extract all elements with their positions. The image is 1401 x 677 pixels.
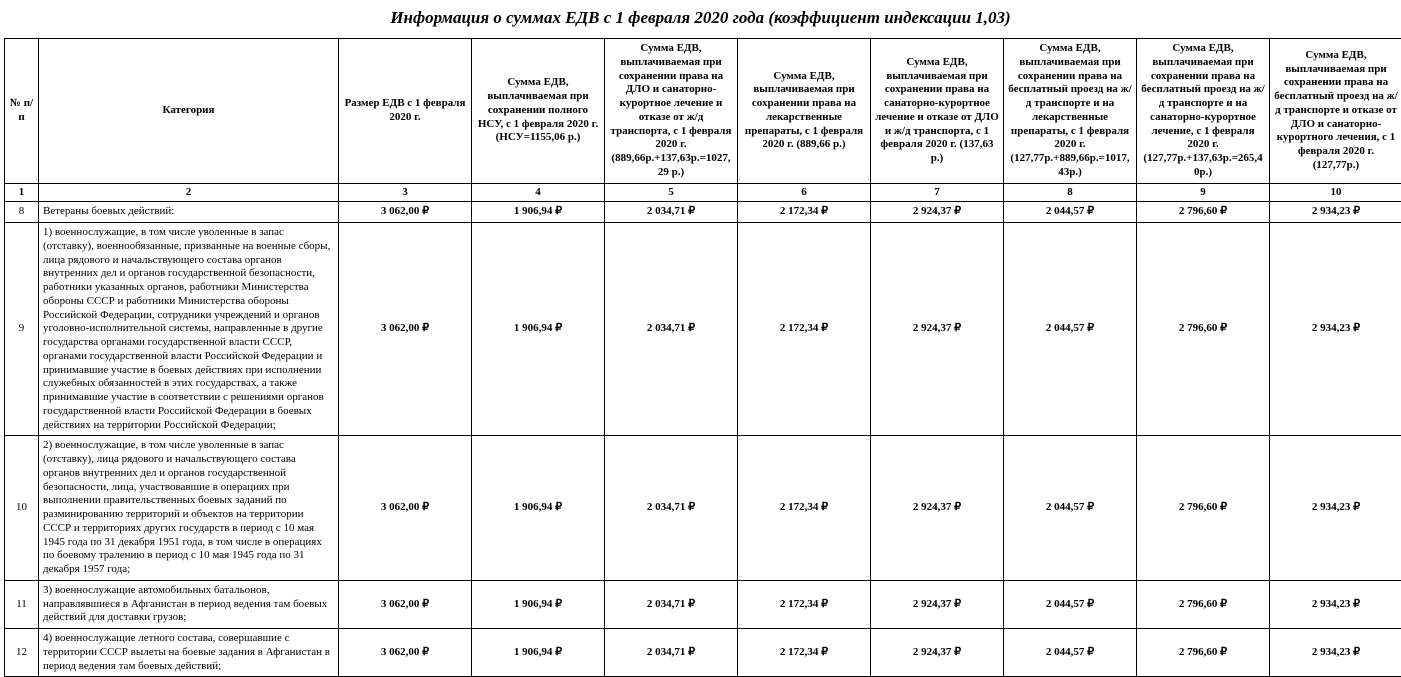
- cell-value: 2 044,57 ₽: [1004, 223, 1137, 436]
- table-row: 10 2) военнослужащие, в том числе уволен…: [5, 436, 1401, 581]
- cell-value: 2 934,23 ₽: [1270, 202, 1401, 223]
- row-index: 10: [5, 436, 39, 581]
- col-header-8: Сумма ЕДВ, выплачиваемая при сохранении …: [1004, 39, 1137, 184]
- cell-value: 3 062,00 ₽: [339, 223, 472, 436]
- col-header-3: Размер ЕДВ с 1 февраля 2020 г.: [339, 39, 472, 184]
- cell-value: 1 906,94 ₽: [472, 223, 605, 436]
- row-category: 3) военнослужащие автомобильных батальон…: [39, 580, 339, 628]
- row-index: 8: [5, 202, 39, 223]
- row-index: 12: [5, 629, 39, 677]
- cell-value: 3 062,00 ₽: [339, 580, 472, 628]
- colnum: 1: [5, 183, 39, 202]
- table-row: 8 Ветераны боевых действий: 3 062,00 ₽ 1…: [5, 202, 1401, 223]
- cell-value: 2 044,57 ₽: [1004, 629, 1137, 677]
- col-header-7: Сумма ЕДВ, выплачиваемая при сохранении …: [871, 39, 1004, 184]
- col-header-6: Сумма ЕДВ, выплачиваемая при сохранении …: [738, 39, 871, 184]
- cell-value: 2 034,71 ₽: [605, 223, 738, 436]
- cell-value: 2 172,34 ₽: [738, 223, 871, 436]
- cell-value: 2 924,37 ₽: [871, 223, 1004, 436]
- cell-value: 2 172,34 ₽: [738, 436, 871, 581]
- cell-value: 1 906,94 ₽: [472, 629, 605, 677]
- colnum: 7: [871, 183, 1004, 202]
- col-header-category: Категория: [39, 39, 339, 184]
- table-row: 9 1) военнослужащие, в том числе уволенн…: [5, 223, 1401, 436]
- cell-value: 3 062,00 ₽: [339, 202, 472, 223]
- cell-value: 3 062,00 ₽: [339, 629, 472, 677]
- cell-value: 1 906,94 ₽: [472, 202, 605, 223]
- cell-value: 2 044,57 ₽: [1004, 436, 1137, 581]
- header-row: № п/п Категория Размер ЕДВ с 1 февраля 2…: [5, 39, 1401, 184]
- cell-value: 2 934,23 ₽: [1270, 629, 1401, 677]
- row-index: 9: [5, 223, 39, 436]
- cell-value: 3 062,00 ₽: [339, 436, 472, 581]
- cell-value: 2 172,34 ₽: [738, 629, 871, 677]
- cell-value: 2 796,60 ₽: [1137, 629, 1270, 677]
- col-header-5: Сумма ЕДВ, выплачиваемая при сохранении …: [605, 39, 738, 184]
- cell-value: 2 044,57 ₽: [1004, 202, 1137, 223]
- row-category: 2) военнослужащие, в том числе уволенные…: [39, 436, 339, 581]
- colnum: 4: [472, 183, 605, 202]
- cell-value: 2 044,57 ₽: [1004, 580, 1137, 628]
- cell-value: 2 034,71 ₽: [605, 629, 738, 677]
- cell-value: 2 934,23 ₽: [1270, 223, 1401, 436]
- cell-value: 2 924,37 ₽: [871, 202, 1004, 223]
- cell-value: 1 906,94 ₽: [472, 580, 605, 628]
- colnum: 10: [1270, 183, 1401, 202]
- table-row: 11 3) военнослужащие автомобильных батал…: [5, 580, 1401, 628]
- row-category: Ветераны боевых действий:: [39, 202, 339, 223]
- colnum: 9: [1137, 183, 1270, 202]
- cell-value: 2 796,60 ₽: [1137, 202, 1270, 223]
- page-title: Информация о суммах ЕДВ с 1 февраля 2020…: [4, 8, 1397, 28]
- cell-value: 2 034,71 ₽: [605, 580, 738, 628]
- col-header-10: Сумма ЕДВ, выплачиваемая при сохранении …: [1270, 39, 1401, 184]
- colnum: 2: [39, 183, 339, 202]
- cell-value: 2 796,60 ₽: [1137, 223, 1270, 436]
- cell-value: 2 934,23 ₽: [1270, 580, 1401, 628]
- col-header-9: Сумма ЕДВ, выплачиваемая при сохранении …: [1137, 39, 1270, 184]
- cell-value: 2 034,71 ₽: [605, 202, 738, 223]
- table-row: 12 4) военнослужащие летного состава, со…: [5, 629, 1401, 677]
- colnum: 3: [339, 183, 472, 202]
- colnum: 5: [605, 183, 738, 202]
- cell-value: 2 172,34 ₽: [738, 580, 871, 628]
- cell-value: 2 934,23 ₽: [1270, 436, 1401, 581]
- col-header-index: № п/п: [5, 39, 39, 184]
- cell-value: 2 924,37 ₽: [871, 436, 1004, 581]
- edv-table: № п/п Категория Размер ЕДВ с 1 февраля 2…: [4, 38, 1401, 677]
- cell-value: 2 796,60 ₽: [1137, 436, 1270, 581]
- table-body: 1 2 3 4 5 6 7 8 9 10 8 Ветераны боевых д…: [5, 183, 1401, 677]
- cell-value: 1 906,94 ₽: [472, 436, 605, 581]
- row-index: 11: [5, 580, 39, 628]
- cell-value: 2 034,71 ₽: [605, 436, 738, 581]
- cell-value: 2 924,37 ₽: [871, 580, 1004, 628]
- row-category: 1) военнослужащие, в том числе уволенные…: [39, 223, 339, 436]
- colnum: 6: [738, 183, 871, 202]
- cell-value: 2 172,34 ₽: [738, 202, 871, 223]
- row-category: 4) военнослужащие летного состава, совер…: [39, 629, 339, 677]
- column-number-row: 1 2 3 4 5 6 7 8 9 10: [5, 183, 1401, 202]
- col-header-4: Сумма ЕДВ, выплачиваемая при сохранении …: [472, 39, 605, 184]
- cell-value: 2 796,60 ₽: [1137, 580, 1270, 628]
- cell-value: 2 924,37 ₽: [871, 629, 1004, 677]
- colnum: 8: [1004, 183, 1137, 202]
